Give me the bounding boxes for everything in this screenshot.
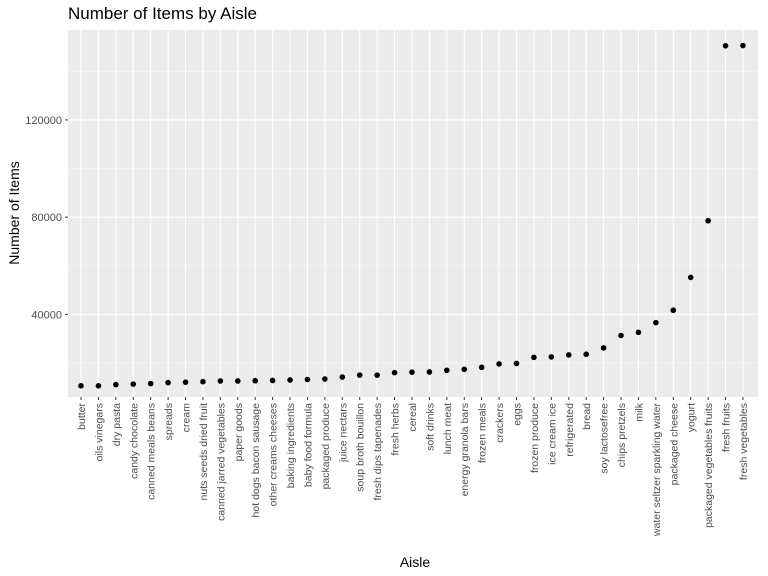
x-tick-label: frozen produce [529,403,541,473]
data-point [78,383,84,389]
x-tick-label: eggs [512,403,524,426]
data-point [653,319,659,326]
data-point [130,381,137,387]
data-point [740,42,746,49]
data-point [95,383,102,389]
data-point [635,329,642,336]
x-tick-label: baking ingredients [285,403,297,488]
x-axis: butter oils vinegars dry pasta candy chocol… [76,397,750,537]
data-point [513,360,520,367]
data-point [705,217,711,224]
data-point [391,369,398,376]
data-point [356,372,363,378]
data-point [339,374,346,380]
data-point [670,307,677,314]
chart-title: Number of Items by Aisle [68,4,257,23]
plot-panel [68,30,758,397]
x-tick-label: oils vinegars [93,403,105,461]
x-tick-label: canned meals beans [146,403,158,500]
data-point [374,372,380,378]
x-tick-label: fresh dips tapenades [372,403,384,500]
data-point [600,345,607,351]
x-tick-label: paper goods [233,403,245,461]
data-point [165,379,171,386]
x-tick-label: cream [181,403,193,432]
data-point [618,332,624,339]
x-tick-label: hot dogs bacon sausage [250,403,262,518]
x-tick-label: juice nectars [337,403,349,463]
data-point [548,354,555,360]
data-point [269,377,276,384]
data-points [78,42,746,389]
x-tick-label: nuts seeds dried fruit [198,403,210,501]
x-tick-label: bread [581,403,593,430]
x-tick-label: water seltzer sparkling water [651,403,663,538]
x-tick-label: fresh vegetables [738,403,750,480]
x-tick-label: energy granola bars [459,403,471,496]
data-point [687,274,694,281]
data-point [147,380,154,387]
data-point [722,42,729,49]
y-tick-label: 120000 [25,115,62,127]
x-tick-label: spreads [163,403,175,440]
x-tick-label: other creams cheeses [268,403,280,506]
x-tick-label: soup broth bouillon [355,403,367,492]
x-tick-label: fresh fruits [721,403,733,452]
x-tick-label: canned jarred vegetables [215,403,227,521]
data-point [583,351,589,358]
data-point [234,378,241,384]
x-axis-title: Aisle [400,554,431,570]
grid-major [68,30,758,397]
data-point [565,352,572,358]
x-tick-label: refrigerated [564,403,576,457]
data-point [182,379,189,385]
data-point [478,364,485,371]
x-tick-label: chips pretzels [616,403,628,467]
x-tick-label: packaged cheese [668,403,680,485]
x-tick-label: candy chocolate [128,403,140,479]
y-tick-label: 40000 [31,309,62,321]
data-point [304,376,311,383]
y-tick-label: 80000 [31,212,62,224]
x-tick-label: yogurt [686,403,698,432]
data-point [444,367,450,374]
x-tick-label: packaged produce [320,403,332,490]
data-point [217,378,224,384]
x-tick-label: milk [633,402,645,421]
grid-minor [68,71,758,364]
x-tick-label: fresh herbs [390,403,402,456]
data-point [461,366,468,373]
x-tick-label: frozen meals [477,403,489,463]
x-tick-label: butter [76,403,88,430]
x-tick-label: soft drinks [424,403,436,451]
data-point [252,377,258,384]
x-tick-label: packaged vegetables fruits [703,403,715,528]
y-axis: 40000 80000 120000 [25,115,68,321]
x-tick-label: soy lactosefree [599,403,611,474]
x-tick-label: baby food formula [302,403,314,487]
x-tick-label: dry pasta [111,403,123,446]
data-point [409,369,415,376]
data-point [496,361,502,367]
data-point [113,381,119,388]
y-axis-title: Number of Items [6,161,22,264]
x-tick-label: ice cream ice [546,403,558,465]
data-point [426,369,433,375]
data-point [200,378,206,385]
x-tick-label: cereal [407,403,419,432]
data-point [322,376,328,382]
x-tick-label: crackers [494,403,506,443]
data-point [287,377,293,383]
data-point [531,354,537,361]
x-tick-label: lunch meat [442,403,454,454]
